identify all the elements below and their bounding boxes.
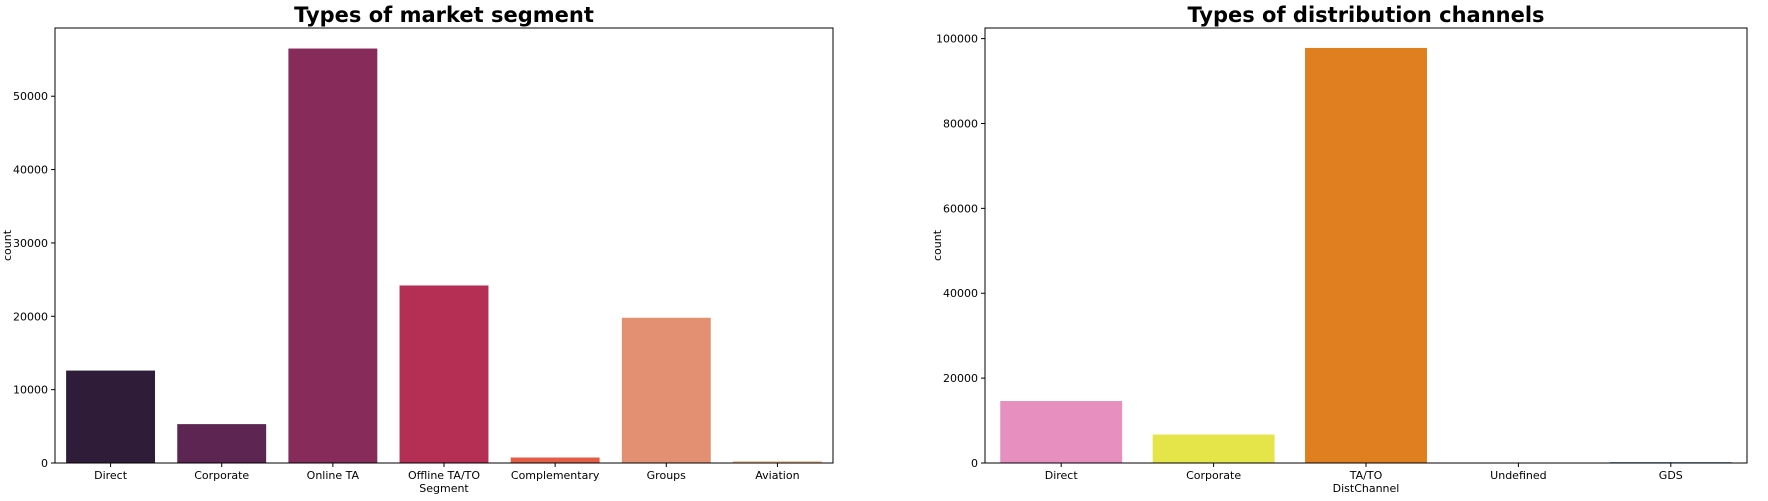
x-tick-label: TA/TO	[1349, 469, 1383, 482]
distribution-channel-chart: Types of distribution channels DistChann…	[931, 3, 1748, 495]
plot-frame	[984, 27, 1748, 464]
y-tick-label: 100000	[936, 33, 978, 46]
x-tick-label: Direct	[94, 469, 128, 482]
x-tick-label: Online TA	[307, 469, 360, 482]
y-tick-label: 20000	[13, 310, 48, 323]
y-tick-label: 10000	[13, 384, 48, 397]
chart-title: Types of distribution channels	[1187, 3, 1544, 27]
plot-frame	[54, 27, 834, 464]
y-tick-label: 40000	[943, 287, 978, 300]
market-segment-chart: Types of market segment Segment count Di…	[1, 3, 834, 495]
bar-corporate	[1152, 434, 1275, 463]
x-tick-label: Corporate	[194, 469, 249, 482]
x-tick-label: Undefined	[1490, 469, 1546, 482]
x-tick-label: Groups	[647, 469, 686, 482]
bar-groups	[621, 317, 711, 463]
x-tick-label: Complementary	[511, 469, 600, 482]
x-tick-label: Offline TA/TO	[408, 469, 480, 482]
x-tick-label: GDS	[1659, 469, 1683, 482]
y-tick-label: 0	[41, 457, 48, 470]
y-tick-label: 50000	[13, 90, 48, 103]
bar-aviation	[732, 461, 822, 463]
bar-offline-ta-to	[399, 285, 489, 463]
bar-direct	[1000, 401, 1123, 463]
x-axis-label: DistChannel	[1333, 482, 1400, 495]
bar-direct	[66, 370, 156, 463]
y-tick-label: 40000	[13, 164, 48, 177]
y-tick-label: 80000	[943, 117, 978, 130]
x-tick-label: Corporate	[1186, 469, 1241, 482]
x-tick-label: Aviation	[755, 469, 799, 482]
bar-ta-to	[1305, 47, 1427, 463]
x-tick-label: Direct	[1045, 469, 1079, 482]
y-tick-label: 30000	[13, 237, 48, 250]
y-tick-label: 0	[971, 457, 978, 470]
x-axis-label: Segment	[419, 482, 469, 495]
y-axis-label: count	[931, 229, 944, 261]
y-axis-label: count	[1, 229, 14, 261]
y-tick-label: 60000	[943, 202, 978, 215]
chart-title: Types of market segment	[294, 3, 594, 27]
y-tick-label: 20000	[943, 372, 978, 385]
bar-corporate	[177, 424, 267, 463]
bar-complementary	[510, 457, 600, 463]
bar-online-ta	[288, 48, 378, 463]
